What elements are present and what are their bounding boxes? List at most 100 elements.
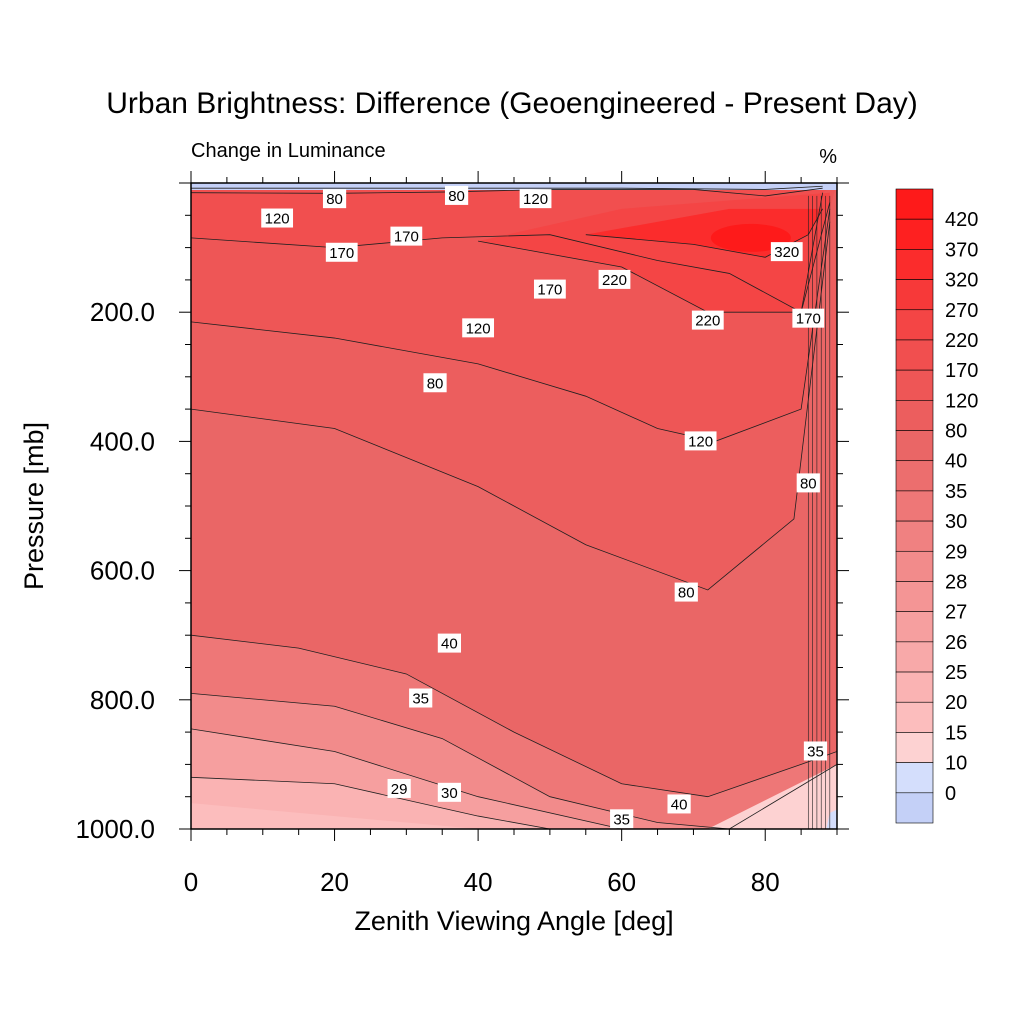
colorbar-label: 30 — [945, 511, 967, 533]
contour-label-text: 220 — [602, 272, 627, 289]
field-band — [191, 803, 479, 829]
contour-label-text: 120 — [523, 191, 548, 208]
colorbar-swatch — [895, 641, 934, 673]
contour-label-text: 80 — [800, 475, 817, 492]
x-tick-label: 20 — [320, 867, 349, 897]
contour-line-30 — [191, 728, 622, 829]
contour-label-text: 80 — [678, 585, 695, 602]
colorbar-label: 80 — [945, 421, 967, 443]
contour-line-120 — [191, 208, 831, 442]
colorbar-label: 0 — [945, 783, 956, 805]
colorbar-swatch — [895, 520, 934, 552]
colorbar-swatch — [895, 732, 934, 763]
colorbar-label: 420 — [945, 209, 978, 231]
contour-line-40 — [191, 634, 837, 798]
contour-label: 80 — [444, 185, 469, 205]
y-tick-label: 400.0 — [90, 426, 155, 456]
y-tick-label: 800.0 — [90, 685, 155, 715]
contour-label: 35 — [409, 688, 433, 708]
x-axis: 0 20 40 60 80 — [184, 171, 838, 897]
contour-label: 120 — [462, 318, 495, 338]
plot-area: 80 80 120 120 170 170 170 220 320 220 170 120 80 120 8… — [191, 183, 837, 829]
contour-label-text: 120 — [265, 211, 290, 228]
contour-line-35 — [191, 692, 837, 829]
contour-label: 80 — [796, 473, 820, 493]
contour-label-text: 80 — [326, 191, 343, 208]
colorbar-swatch — [895, 279, 934, 311]
colorbar-label: 10 — [945, 753, 967, 775]
colorbar-swatch — [895, 430, 934, 462]
colorbar-label: 370 — [945, 239, 978, 261]
colorbar-swatch — [895, 188, 934, 220]
contour-line-320 — [585, 208, 823, 258]
contour-label-text: 170 — [796, 311, 821, 328]
contour-label-text: 40 — [671, 796, 688, 813]
contour-line-29 — [191, 776, 550, 829]
x-axis-label: Zenith Viewing Angle [deg] — [354, 906, 673, 936]
contour-label-text: 170 — [537, 282, 562, 299]
colorbar-label: 270 — [945, 300, 978, 322]
colorbar-swatch — [895, 309, 934, 341]
colorbar-swatch — [895, 581, 934, 612]
colorbar-swatch — [895, 671, 934, 703]
chart-title: Urban Brightness: Difference (Geoenginee… — [106, 87, 918, 120]
contour-label: 40 — [667, 794, 691, 814]
colorbar-swatch — [895, 369, 934, 401]
contour-label: 170 — [390, 226, 423, 246]
contour-line-80 — [191, 221, 831, 591]
colorbar-label: 25 — [945, 662, 967, 684]
x-tick-label: 60 — [607, 867, 636, 897]
contour-label-text: 35 — [412, 691, 429, 708]
colorbar-label: 220 — [945, 330, 978, 352]
colorbar-label: 40 — [945, 451, 967, 473]
colorbar-label: 26 — [945, 632, 967, 654]
y-axis: 200.0 400.0 600.0 800.0 1000.0 — [75, 182, 849, 844]
contour-labels: 80 80 120 120 170 170 170 220 320 220 170 120 80 120 8… — [261, 185, 828, 829]
contour-label-text: 35 — [807, 743, 824, 760]
colorbar-swatch — [895, 611, 934, 643]
contour-label: 120 — [684, 431, 717, 451]
contour-label: 120 — [261, 208, 294, 228]
colorbar-swatch — [895, 762, 934, 794]
contour-label-text: 170 — [394, 229, 419, 246]
field-band — [826, 809, 837, 829]
contour-label-text: 120 — [466, 320, 491, 337]
field-band — [191, 777, 837, 829]
colorbar-swatch — [895, 460, 934, 492]
colorbar-swatch — [895, 339, 934, 371]
contour-label: 170 — [325, 242, 358, 262]
y-tick-label: 200.0 — [90, 297, 155, 327]
contour-label: 120 — [519, 189, 552, 209]
contour-label-text: 120 — [688, 433, 713, 450]
x-tick-label: 0 — [184, 867, 198, 897]
colorbar-swatch — [895, 792, 934, 824]
contour-line-80 — [191, 185, 823, 190]
colorbar-label: 170 — [945, 360, 978, 382]
field-band — [191, 183, 837, 190]
contour-label-text: 220 — [695, 313, 720, 330]
contour-label: 40 — [437, 633, 461, 653]
colorbar-swatch — [895, 701, 934, 733]
contour-label-text: 40 — [441, 636, 458, 653]
colorbar-swatch — [895, 490, 934, 522]
contour-label-text: 35 — [613, 811, 630, 828]
contour-label: 170 — [792, 308, 825, 328]
contour-label: 29 — [387, 778, 411, 798]
y-axis-label: Pressure [mb] — [19, 422, 49, 590]
colorbar-label: 320 — [945, 270, 978, 292]
x-tick-label: 80 — [751, 867, 780, 897]
colorbar-label: 28 — [945, 571, 967, 593]
contour-label: 170 — [533, 279, 566, 299]
contour-label: 30 — [437, 782, 461, 802]
contour-label: 35 — [803, 741, 828, 761]
y-tick-label: 1000.0 — [75, 814, 155, 844]
contour-label-text: 170 — [329, 245, 354, 262]
colorbar-swatch — [895, 550, 934, 582]
field-band — [707, 764, 837, 829]
contour-label: 320 — [770, 242, 803, 262]
colorbar-swatch — [895, 218, 934, 250]
contour-label: 80 — [322, 189, 347, 209]
contour-label: 220 — [691, 310, 724, 330]
y-tick-label: 600.0 — [90, 556, 155, 586]
x-tick-label: 40 — [464, 867, 493, 897]
